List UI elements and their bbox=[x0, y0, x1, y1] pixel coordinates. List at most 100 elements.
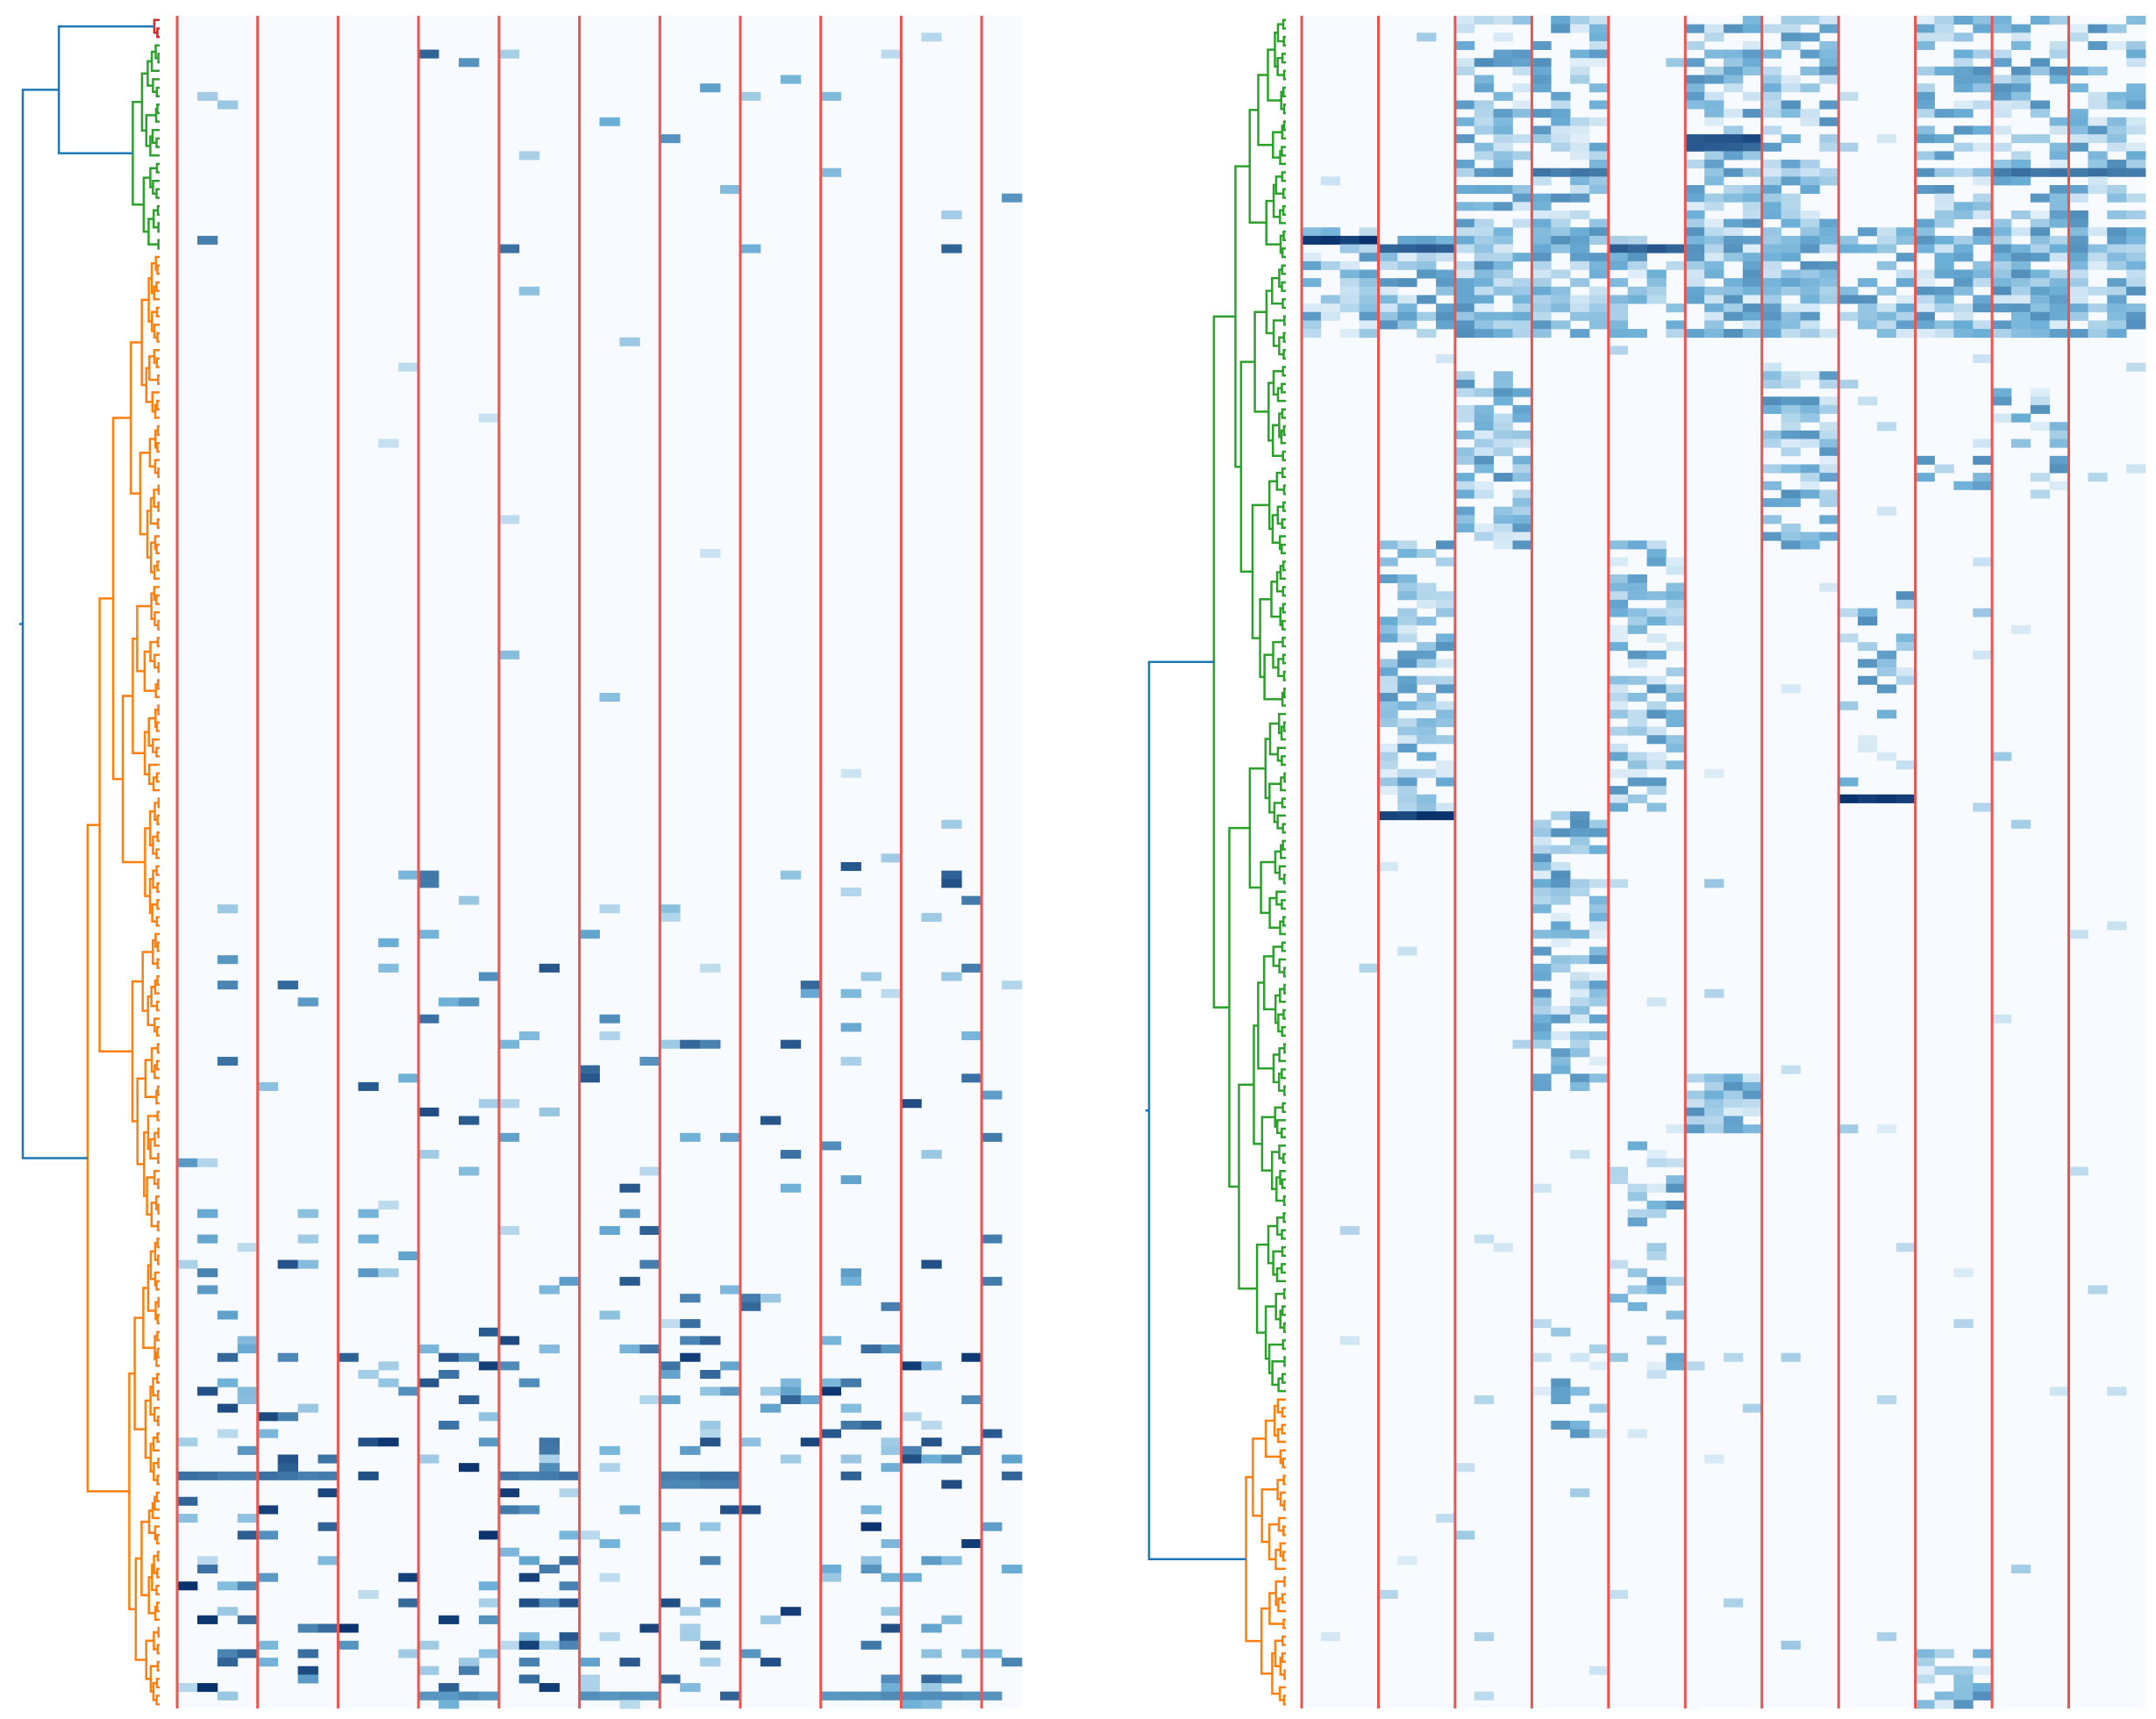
heatmap-cell bbox=[2010, 75, 2031, 84]
heatmap-cell bbox=[1378, 743, 1398, 753]
heatmap-cell bbox=[2010, 160, 2031, 169]
heatmap-cell bbox=[1454, 286, 1475, 296]
heatmap-cell bbox=[2126, 253, 2146, 262]
heatmap-cell bbox=[1397, 591, 1417, 601]
heatmap-cell bbox=[2107, 244, 2127, 253]
heatmap-cell bbox=[1436, 1514, 1456, 1523]
heatmap-cell bbox=[1781, 32, 1801, 42]
heatmap-cell bbox=[1973, 608, 1993, 617]
heatmap-cell bbox=[1454, 185, 1475, 195]
heatmap-cell bbox=[579, 1683, 600, 1693]
heatmap-cell bbox=[700, 83, 721, 93]
heatmap-cell bbox=[1819, 168, 1839, 177]
heatmap-cell bbox=[1704, 100, 1724, 110]
heatmap-cell bbox=[1474, 100, 1495, 110]
heatmap-cell bbox=[982, 1090, 1003, 1100]
heatmap-cell bbox=[1915, 1658, 1935, 1667]
heatmap-cell bbox=[660, 1039, 681, 1049]
heatmap-cell bbox=[2010, 320, 2031, 330]
heatmap-cell bbox=[1838, 311, 1859, 321]
heatmap-cell bbox=[2030, 168, 2051, 177]
heatmap-cell bbox=[1474, 278, 1495, 288]
dendrogram-link bbox=[156, 1110, 160, 1122]
heatmap-cell bbox=[1454, 24, 1475, 33]
heatmap-cell bbox=[1512, 329, 1532, 339]
heatmap-cell bbox=[1531, 109, 1552, 118]
heatmap-cell bbox=[1493, 286, 1513, 296]
heatmap-cell bbox=[1531, 946, 1552, 956]
dendrogram-link bbox=[1280, 1127, 1286, 1138]
heatmap-cell bbox=[439, 1615, 460, 1624]
heatmap-cell bbox=[1436, 633, 1456, 643]
heatmap-cell bbox=[2126, 269, 2146, 279]
dendrogram-link bbox=[156, 560, 160, 572]
dendrogram-link bbox=[1260, 1116, 1275, 1172]
heatmap-cell bbox=[1876, 710, 1897, 719]
heatmap-cell bbox=[459, 1666, 480, 1675]
heatmap-cell bbox=[1781, 422, 1801, 432]
heatmap-cell bbox=[639, 1691, 660, 1701]
heatmap-cell bbox=[1724, 227, 1744, 237]
heatmap-cell bbox=[1934, 16, 1954, 25]
heatmap-cell bbox=[459, 1658, 480, 1667]
heatmap-cell bbox=[1512, 524, 1532, 533]
heatmap-cell bbox=[1474, 168, 1495, 177]
heatmap-cell bbox=[1339, 244, 1360, 253]
heatmap-cell bbox=[1436, 760, 1456, 770]
heatmap-cell bbox=[1588, 142, 1610, 152]
heatmap-cell bbox=[1512, 286, 1532, 296]
heatmap-cell bbox=[1915, 311, 1935, 321]
heatmap-cell bbox=[1876, 227, 1897, 237]
heatmap-cell bbox=[1973, 354, 1993, 364]
heatmap-cell bbox=[1685, 1116, 1705, 1125]
heatmap-cell bbox=[297, 1674, 318, 1684]
heatmap-cell bbox=[2030, 329, 2051, 339]
heatmap-cell bbox=[780, 1454, 802, 1464]
heatmap-cell bbox=[1992, 235, 2012, 245]
dendrogram-link bbox=[1281, 1338, 1286, 1351]
heatmap-cell bbox=[2010, 24, 2031, 33]
heatmap-cell bbox=[1570, 134, 1590, 144]
heatmap-cell bbox=[1551, 134, 1571, 144]
heatmap-cell bbox=[1761, 185, 1781, 195]
heatmap-cell bbox=[1819, 531, 1839, 541]
dendrogram-link bbox=[86, 824, 130, 1493]
heatmap-cell bbox=[358, 1209, 379, 1218]
heatmap-cell bbox=[982, 1132, 1003, 1142]
heatmap-cell bbox=[1761, 278, 1781, 288]
heatmap-cell bbox=[2010, 168, 2031, 177]
heatmap-cell bbox=[680, 1683, 701, 1693]
heatmap-cell bbox=[1339, 1336, 1360, 1345]
heatmap-cell bbox=[720, 1691, 741, 1701]
heatmap-cell bbox=[418, 1014, 439, 1024]
heatmap-cell bbox=[1474, 109, 1495, 118]
heatmap-cell bbox=[1608, 794, 1629, 803]
heatmap-cell bbox=[760, 1658, 782, 1667]
heatmap-cell bbox=[1895, 320, 1917, 330]
heatmap-cell bbox=[2107, 320, 2127, 330]
heatmap-cell bbox=[1838, 608, 1859, 617]
heatmap-cell bbox=[1570, 1073, 1590, 1083]
heatmap-cell bbox=[1646, 269, 1667, 279]
heatmap-cell bbox=[599, 1310, 620, 1320]
heatmap-cell bbox=[1359, 303, 1379, 313]
heatmap-cell bbox=[1302, 278, 1322, 288]
heatmap-cell bbox=[1646, 244, 1667, 253]
heatmap-cell bbox=[1858, 295, 1878, 304]
heatmap-cell bbox=[1819, 235, 1839, 245]
heatmap-cell bbox=[559, 1640, 580, 1650]
heatmap-cell bbox=[1953, 1319, 1974, 1329]
heatmap-cell bbox=[1953, 481, 1974, 490]
heatmap-cell bbox=[1474, 286, 1495, 296]
heatmap-cell bbox=[1454, 227, 1475, 237]
heatmap-cell bbox=[780, 1387, 802, 1396]
dendrogram-link bbox=[157, 1152, 160, 1164]
heatmap-cell bbox=[1895, 599, 1917, 609]
heatmap-cell bbox=[1608, 346, 1629, 355]
heatmap-cell bbox=[1627, 760, 1647, 770]
heatmap-cell bbox=[297, 1403, 318, 1413]
heatmap-cell bbox=[700, 1556, 721, 1566]
dendrogram-link bbox=[1281, 1305, 1286, 1316]
heatmap-cell bbox=[1838, 286, 1859, 296]
heatmap-cell bbox=[1666, 1124, 1686, 1134]
